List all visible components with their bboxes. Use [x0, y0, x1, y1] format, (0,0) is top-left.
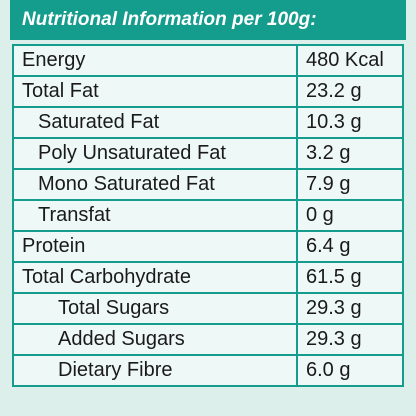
label: Transfat — [12, 199, 298, 232]
row: Energy 480 Kcal — [12, 44, 404, 77]
label: Saturated Fat — [12, 106, 298, 139]
row: Saturated Fat 10.3 g — [12, 106, 404, 139]
label: Energy — [12, 44, 298, 77]
title: Nutritional Information per 100g: — [10, 0, 406, 40]
value: 23.2 g — [296, 75, 404, 108]
label: Mono Saturated Fat — [12, 168, 298, 201]
value: 0 g — [296, 199, 404, 232]
value: 7.9 g — [296, 168, 404, 201]
value: 480 Kcal — [296, 44, 404, 77]
label: Protein — [12, 230, 298, 263]
nutrition-table: Energy 480 Kcal Total Fat 23.2 g Saturated… — [12, 44, 404, 387]
row: Transfat 0 g — [12, 199, 404, 232]
value: 61.5 g — [296, 261, 404, 294]
label: Poly Unsaturated Fat — [12, 137, 298, 170]
row: Total Fat 23.2 g — [12, 75, 404, 108]
label: Total Carbohydrate — [12, 261, 298, 294]
value: 3.2 g — [296, 137, 404, 170]
value: 29.3 g — [296, 292, 404, 325]
row: Protein 6.4 g — [12, 230, 404, 263]
row: Total Carbohydrate 61.5 g — [12, 261, 404, 294]
value: 6.4 g — [296, 230, 404, 263]
row: Mono Saturated Fat 7.9 g — [12, 168, 404, 201]
row: Total Sugars 29.3 g — [12, 292, 404, 325]
row: Poly Unsaturated Fat 3.2 g — [12, 137, 404, 170]
value: 6.0 g — [296, 354, 404, 387]
label: Added Sugars — [12, 323, 298, 356]
label: Total Fat — [12, 75, 298, 108]
row: Dietary Fibre 6.0 g — [12, 354, 404, 387]
value: 29.3 g — [296, 323, 404, 356]
label: Dietary Fibre — [12, 354, 298, 387]
value: 10.3 g — [296, 106, 404, 139]
label: Total Sugars — [12, 292, 298, 325]
row: Added Sugars 29.3 g — [12, 323, 404, 356]
